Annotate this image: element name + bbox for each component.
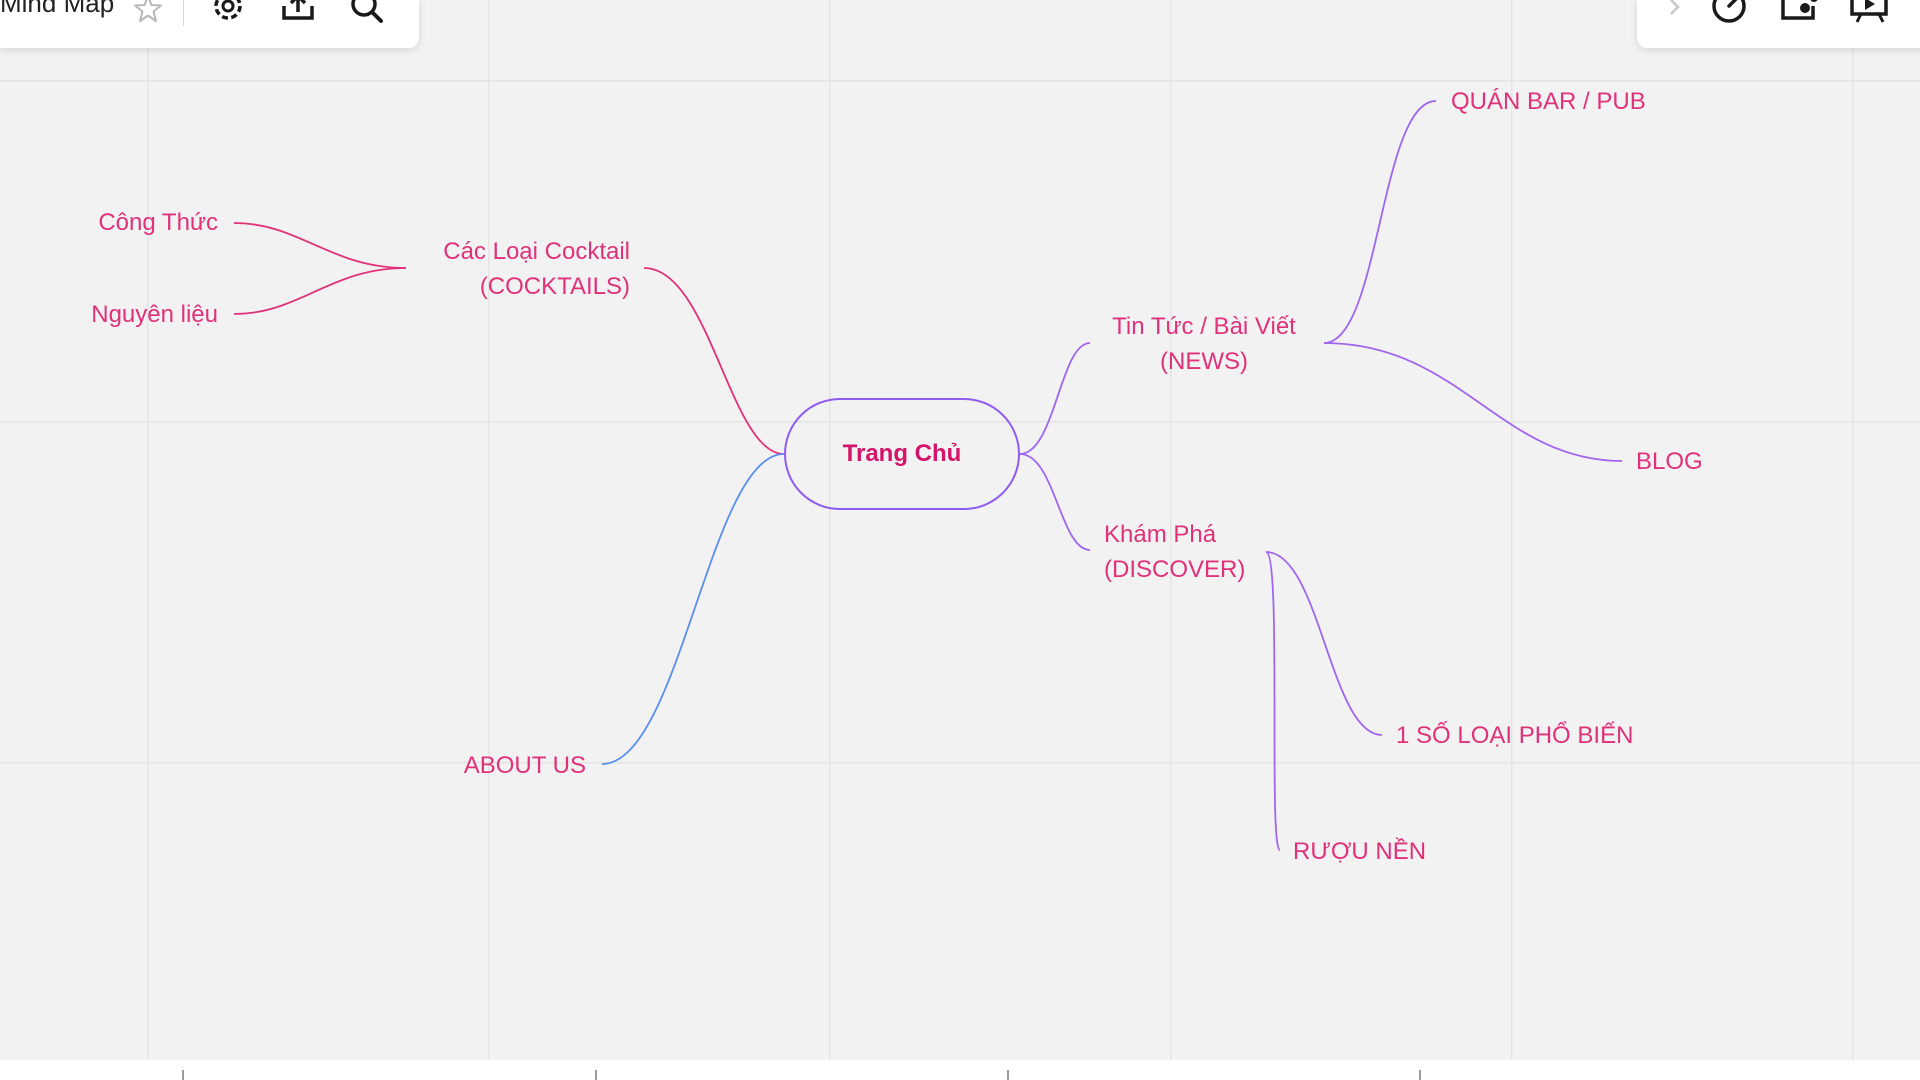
root-node-label: Trang Chủ: [842, 440, 962, 467]
collaboration-toolbar: [1637, 0, 1920, 48]
node-news-line2: (NEWS): [1160, 348, 1248, 375]
toolbar-separator: [183, 0, 184, 26]
node-cong-thuc[interactable]: Công Thức: [98, 209, 218, 236]
node-news[interactable]: Tin Tức / Bài Viết (NEWS): [1098, 309, 1310, 379]
edge-root-discover: [1019, 453, 1091, 551]
ruler-tick: [595, 1070, 597, 1080]
star-icon[interactable]: [133, 0, 163, 22]
node-cocktails-line1: Các Loại Cocktail: [443, 238, 630, 265]
node-news-line1: Tin Tức / Bài Viết: [1112, 313, 1296, 340]
node-cocktails[interactable]: Các Loại Cocktail (COCKTAILS): [420, 234, 630, 304]
search-icon[interactable]: [350, 0, 386, 26]
edge-root-cocktails: [643, 267, 785, 455]
edge-discover-phobien: [1265, 551, 1383, 736]
timer-icon[interactable]: [1709, 0, 1749, 26]
ruler-tick: [182, 1070, 184, 1080]
board-icon[interactable]: [1780, 0, 1820, 26]
edge-news-barpub: [1323, 100, 1437, 344]
edge-news-blog: [1323, 342, 1623, 462]
board-toolbar: Mind Map: [0, 0, 419, 48]
edge-root-about: [601, 453, 785, 765]
node-about-us[interactable]: ABOUT US: [463, 752, 586, 779]
node-discover-line1: Khám Phá: [1104, 521, 1217, 548]
node-discover-line2: (DISCOVER): [1104, 556, 1246, 583]
node-pho-bien[interactable]: 1 SỐ LOẠI PHỔ BIẾN: [1396, 722, 1634, 749]
ruler-tick: [1007, 1070, 1009, 1080]
node-nguyen-lieu[interactable]: Nguyên liệu: [91, 301, 218, 328]
root-node[interactable]: Trang Chủ: [784, 398, 1020, 510]
present-icon[interactable]: [1849, 0, 1891, 26]
bottom-ruler: [0, 1060, 1920, 1080]
gear-icon[interactable]: [208, 0, 248, 26]
ruler-tick: [1419, 1070, 1421, 1080]
node-blog[interactable]: BLOG: [1636, 448, 1703, 475]
edge-cocktails-nguyenlieu: [233, 267, 407, 315]
board-title[interactable]: Mind Map: [0, 0, 115, 18]
upload-icon[interactable]: [280, 0, 316, 24]
node-discover[interactable]: Khám Phá (DISCOVER): [1104, 517, 1254, 587]
node-bar-pub[interactable]: QUÁN BAR / PUB: [1451, 88, 1646, 115]
node-ruou-nen[interactable]: RƯỢU NỀN: [1293, 838, 1427, 865]
node-cocktails-line2: (COCKTAILS): [479, 273, 630, 300]
chevron-right-icon[interactable]: [1665, 0, 1685, 20]
edge-cocktails-congthuc: [233, 222, 407, 269]
edge-root-news: [1019, 342, 1091, 455]
edge-discover-ruounen: [1265, 551, 1281, 851]
